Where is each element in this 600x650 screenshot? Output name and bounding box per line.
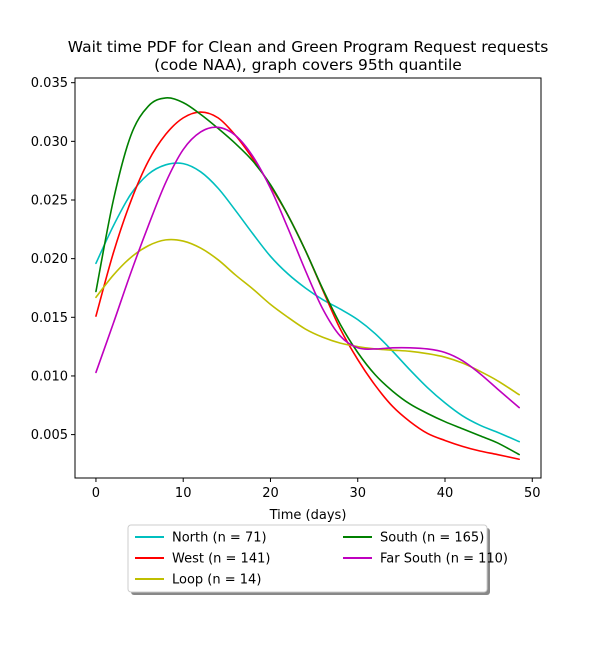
legend-label: North (n = 71)	[172, 531, 267, 546]
legend: North (n = 71) West (n = 141) Loop (n = 14…	[127, 524, 508, 595]
x-tick-label: 20	[262, 486, 279, 501]
y-tick-label: 0.005	[31, 428, 68, 443]
x-tick-label: 50	[524, 486, 541, 501]
x-tick-label: 40	[437, 486, 454, 501]
plot-frame	[74, 77, 542, 479]
series-line-2	[95, 238, 520, 396]
x-tick-label: 10	[175, 486, 192, 501]
legend-label: Far South (n = 110)	[380, 552, 508, 567]
y-tick-label: 0.025	[31, 193, 68, 208]
x-axis-label: Time (days)	[269, 508, 347, 523]
series-line-1	[95, 111, 520, 461]
chart-title-line: (code NAA), graph covers 95th quantile	[154, 56, 462, 74]
plot-series	[95, 97, 520, 461]
x-tick-label: 0	[92, 486, 100, 501]
series-line-0	[95, 162, 520, 443]
legend-box	[127, 524, 488, 593]
series-line-4	[95, 126, 520, 409]
legend-label: South (n = 165)	[380, 531, 484, 546]
y-tick-label: 0.030	[31, 135, 68, 150]
x-tick-label: 30	[349, 486, 366, 501]
y-tick-label: 0.020	[31, 252, 68, 267]
legend-label: Loop (n = 14)	[172, 573, 261, 588]
chart-title-line: Wait time PDF for Clean and Green Progra…	[68, 38, 549, 56]
chart-title: Wait time PDF for Clean and Green Progra…	[68, 38, 549, 74]
plot-axes: 0 10 20 30 40 50 0.005 0.010 0.015 0.020 0.025 0.03…	[31, 76, 542, 523]
y-tick-label: 0.035	[31, 76, 68, 91]
legend-label: West (n = 141)	[172, 552, 270, 567]
series-line-3	[95, 97, 520, 456]
y-tick-label: 0.010	[31, 369, 68, 384]
y-tick-label: 0.015	[31, 311, 68, 326]
